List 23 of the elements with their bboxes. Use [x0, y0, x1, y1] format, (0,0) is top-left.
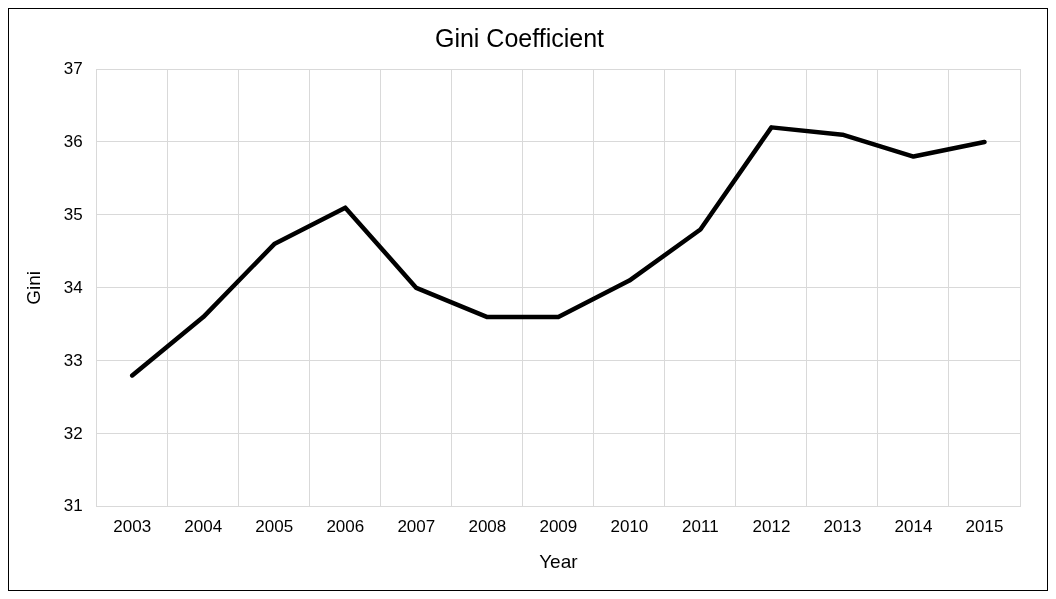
x-tick-label: 2012 — [752, 516, 791, 536]
x-tick-label: 2003 — [113, 516, 152, 536]
y-tick-label: 35 — [63, 204, 83, 224]
y-tick-label: 34 — [63, 277, 83, 297]
x-tick-label: 2005 — [255, 516, 294, 536]
y-tick-label: 36 — [63, 131, 83, 151]
x-axis-title: Year — [539, 550, 579, 572]
y-tick-label: 31 — [63, 496, 83, 516]
chart-title: Gini Coefficient — [434, 23, 605, 52]
x-tick-label: 2006 — [326, 516, 365, 536]
x-tick-label: 2007 — [397, 516, 436, 536]
x-tick-label: 2014 — [894, 516, 933, 536]
y-tick-label: 32 — [63, 423, 83, 443]
x-tick-label: 2010 — [610, 516, 649, 536]
x-tick-label: 2004 — [184, 516, 223, 536]
y-axis-title: Gini — [22, 271, 44, 305]
x-tick-label: 2013 — [823, 516, 862, 536]
x-tick-label: 2011 — [682, 516, 719, 536]
x-tick-label: 2015 — [965, 516, 1004, 536]
y-tick-label: 33 — [63, 350, 83, 370]
y-tick-label: 37 — [63, 58, 83, 78]
x-tick-label: 2008 — [468, 516, 507, 536]
x-tick-label: 2009 — [539, 516, 578, 536]
